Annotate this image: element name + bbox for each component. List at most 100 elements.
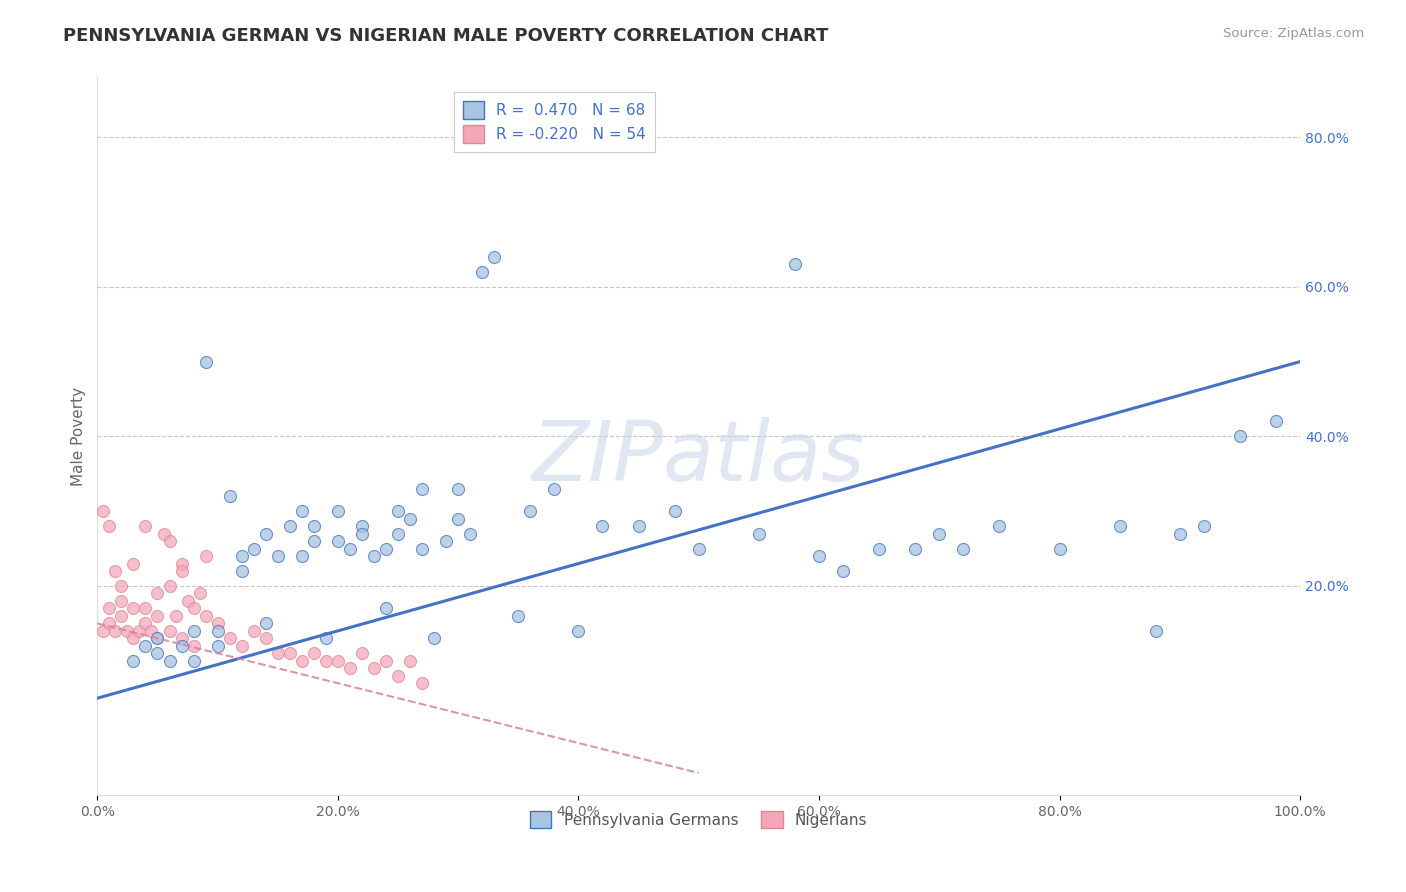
Point [110,594,132,608]
Point [267,549,290,563]
Point [350,519,373,533]
Point [183,624,205,638]
Point [315,632,337,646]
Point [134,639,156,653]
Point [807,549,830,563]
Point [868,541,890,556]
Point [159,534,181,549]
Point [254,632,277,646]
Y-axis label: Male Poverty: Male Poverty [72,387,86,486]
Point [176,594,198,608]
Point [170,632,193,646]
Point [98,519,121,533]
Point [423,632,446,646]
Point [194,608,217,623]
Point [339,661,361,675]
Point [254,526,277,541]
Point [375,601,398,615]
Point [146,646,169,660]
Point [688,541,710,556]
Point [302,646,325,660]
Point [291,654,314,668]
Point [592,519,614,533]
Point [315,654,337,668]
Point [134,616,156,631]
Point [567,624,589,638]
Point [302,519,325,533]
Point [254,616,277,631]
Point [1229,429,1251,443]
Point [1049,541,1071,556]
Point [170,639,193,653]
Point [350,526,373,541]
Point [411,676,433,690]
Point [194,549,217,563]
Point [93,624,115,638]
Point [267,646,290,660]
Point [1144,624,1167,638]
Point [952,541,974,556]
Point [1265,414,1288,428]
Point [458,526,481,541]
Point [218,489,240,503]
Point [188,586,211,600]
Text: Source: ZipAtlas.com: Source: ZipAtlas.com [1223,27,1364,40]
Text: PENNSYLVANIA GERMAN VS NIGERIAN MALE POVERTY CORRELATION CHART: PENNSYLVANIA GERMAN VS NIGERIAN MALE POV… [63,27,828,45]
Point [98,601,121,615]
Point [1108,519,1130,533]
Point [363,661,385,675]
Point [231,549,253,563]
Point [350,646,373,660]
Point [508,608,530,623]
Text: ZIPatlas: ZIPatlas [531,417,866,499]
Point [93,504,115,518]
Point [928,526,950,541]
Point [170,564,193,578]
Point [387,669,409,683]
Point [152,526,174,541]
Point [146,586,169,600]
Point [183,654,205,668]
Point [832,564,855,578]
Point [748,526,770,541]
Point [183,601,205,615]
Point [122,654,145,668]
Point [146,608,169,623]
Point [375,541,398,556]
Point [302,534,325,549]
Point [110,608,132,623]
Point [159,579,181,593]
Point [326,654,349,668]
Point [122,557,145,571]
Point [1168,526,1191,541]
Point [278,519,301,533]
Point [399,511,422,525]
Point [146,632,169,646]
Point [904,541,927,556]
Point [278,646,301,660]
Point [194,354,217,368]
Point [1192,519,1215,533]
Point [104,564,127,578]
Point [399,654,422,668]
Point [664,504,686,518]
Point [543,482,565,496]
Point [146,632,169,646]
Point [411,482,433,496]
Point [159,624,181,638]
Point [447,511,470,525]
Point [231,564,253,578]
Point [98,616,121,631]
Legend: Pennsylvania Germans, Nigerians: Pennsylvania Germans, Nigerians [524,805,873,834]
Point [291,549,314,563]
Point [339,541,361,556]
Point [207,639,229,653]
Point [783,257,806,271]
Point [375,654,398,668]
Point [411,541,433,556]
Point [988,519,1011,533]
Point [387,526,409,541]
Point [183,639,205,653]
Point [117,624,139,638]
Point [434,534,457,549]
